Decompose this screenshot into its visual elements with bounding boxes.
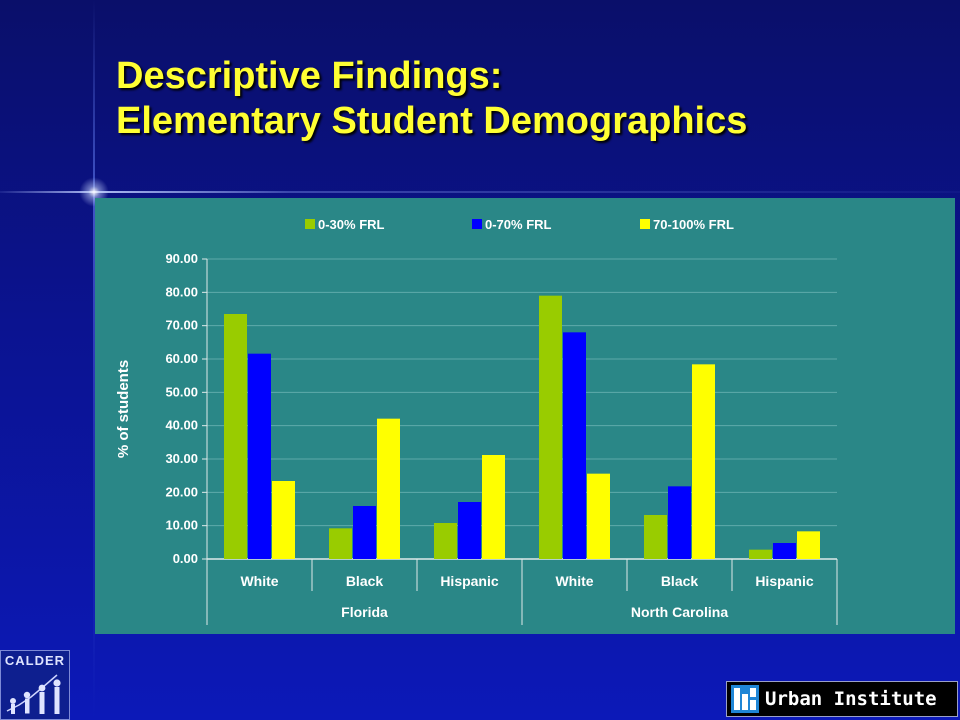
y-tick-label: 60.00 — [165, 351, 198, 366]
bar-0-30-frl-4 — [644, 515, 667, 559]
bar-70-100-frl-4 — [692, 364, 715, 559]
urban-institute-logo: Urban Institute — [726, 681, 958, 717]
bar-0-70-frl-5 — [773, 543, 796, 559]
calder-logo-text: CALDER — [4, 653, 66, 668]
bar-0-70-frl-2 — [458, 502, 481, 559]
y-tick-label: 70.00 — [165, 318, 198, 333]
urban-institute-mark-icon — [731, 685, 759, 713]
bar-0-30-frl-3 — [539, 295, 562, 559]
x-category-label: White — [240, 573, 278, 589]
legend-label-1: 0-70% FRL — [485, 217, 552, 232]
bar-0-30-frl-2 — [434, 523, 457, 559]
x-category-label: Hispanic — [755, 573, 814, 589]
bar-70-100-frl-5 — [797, 531, 820, 559]
y-axis-label: % of students — [115, 360, 132, 458]
x-group-label: Florida — [341, 604, 388, 620]
bar-70-100-frl-0 — [272, 481, 295, 559]
bar-0-70-frl-1 — [353, 506, 376, 559]
slide-title-line-1: Descriptive Findings: — [116, 55, 503, 97]
decorative-vertical-line — [93, 0, 95, 720]
x-category-label: White — [555, 573, 593, 589]
bar-0-70-frl-0 — [248, 353, 271, 559]
y-tick-label: 40.00 — [165, 418, 198, 433]
x-category-label: Black — [661, 573, 699, 589]
slide-title-line-2: Elementary Student Demographics — [116, 100, 748, 142]
bar-0-30-frl-1 — [329, 528, 352, 559]
bar-0-30-frl-5 — [749, 549, 772, 559]
y-tick-label: 50.00 — [165, 384, 198, 399]
calder-figures-icon — [6, 674, 61, 714]
decorative-horizontal-line — [0, 191, 960, 193]
y-tick-label: 10.00 — [165, 518, 198, 533]
bar-70-100-frl-2 — [482, 455, 505, 559]
x-category-label: Black — [346, 573, 384, 589]
legend-swatch-0 — [305, 219, 315, 229]
y-tick-label: 30.00 — [165, 451, 198, 466]
y-tick-label: 20.00 — [165, 484, 198, 499]
legend-label-0: 0-30% FRL — [318, 217, 385, 232]
bar-70-100-frl-1 — [377, 418, 400, 559]
x-category-label: Hispanic — [440, 573, 499, 589]
bar-0-30-frl-0 — [224, 314, 247, 559]
bar-0-70-frl-4 — [668, 486, 691, 559]
legend-label-2: 70-100% FRL — [653, 217, 734, 232]
y-tick-label: 90.00 — [165, 251, 198, 266]
bar-70-100-frl-3 — [587, 473, 610, 559]
calder-logo: CALDER — [0, 650, 70, 720]
legend-swatch-2 — [640, 219, 650, 229]
y-tick-label: 80.00 — [165, 284, 198, 299]
legend-swatch-1 — [472, 219, 482, 229]
x-group-label: North Carolina — [631, 604, 728, 620]
chart-panel: 0.00 10.00 20.00 30.00 40.00 50.00 60.00 70.00 8… — [95, 198, 955, 634]
bar-chart: 0.00 10.00 20.00 30.00 40.00 50.00 60.00 70.00 8… — [95, 198, 955, 634]
bar-0-70-frl-3 — [563, 332, 586, 559]
y-tick-label: 0.00 — [173, 551, 198, 566]
urban-institute-logo-text: Urban Institute — [765, 688, 937, 710]
slide-title: Descriptive Findings: Elementary Student… — [116, 54, 747, 144]
